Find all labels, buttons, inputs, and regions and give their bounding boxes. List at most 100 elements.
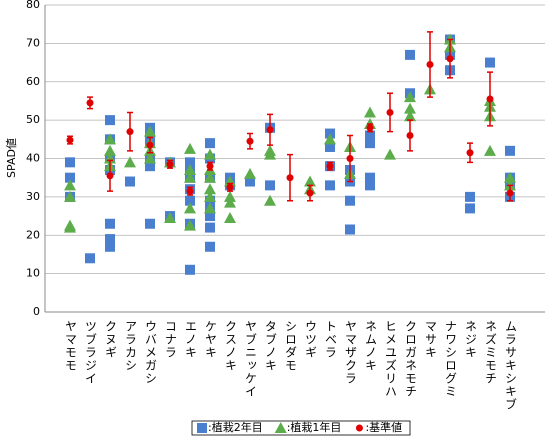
x-tick-label: アラカシ xyxy=(124,320,138,372)
x-tick-label: ネジキ xyxy=(464,320,478,359)
point xyxy=(104,133,116,145)
x-tick-label: ムラサキシキブ xyxy=(504,320,518,411)
point xyxy=(365,138,375,149)
x-tick-label: シロダモ xyxy=(284,320,298,372)
point xyxy=(206,162,214,170)
point xyxy=(264,148,276,160)
point xyxy=(124,156,136,168)
point xyxy=(364,106,376,118)
x-tick-label: トベラ xyxy=(324,320,338,359)
point xyxy=(446,55,454,63)
point xyxy=(405,49,415,60)
point xyxy=(205,138,215,149)
point xyxy=(125,176,135,187)
point xyxy=(365,172,375,183)
point xyxy=(426,60,434,68)
point xyxy=(205,211,215,222)
point xyxy=(145,161,155,172)
point xyxy=(204,171,216,183)
point xyxy=(186,187,194,195)
point xyxy=(185,264,195,275)
point xyxy=(66,136,74,144)
x-tick-label: ネムノキ xyxy=(364,320,378,372)
point xyxy=(404,110,416,122)
point xyxy=(224,211,236,223)
point xyxy=(185,195,195,206)
legend-label: :植栽1年目 xyxy=(287,420,342,434)
point xyxy=(145,218,155,229)
legend-marker xyxy=(197,423,207,433)
point xyxy=(104,144,116,156)
point xyxy=(246,137,254,145)
y-tick-label: 0 xyxy=(33,305,40,318)
point xyxy=(105,234,115,245)
point xyxy=(105,115,115,126)
y-tick-label: 10 xyxy=(26,267,40,280)
point xyxy=(325,180,335,191)
x-tick-label: クロガネモチ xyxy=(404,320,418,398)
point xyxy=(106,172,114,180)
point xyxy=(245,176,255,187)
point xyxy=(365,180,375,191)
point xyxy=(504,171,516,183)
point xyxy=(164,211,176,223)
point xyxy=(304,175,316,187)
point xyxy=(105,218,115,229)
legend-label: :植栽2年目 xyxy=(208,420,263,434)
x-tick-label: ウバメガシ xyxy=(144,320,158,385)
point xyxy=(204,202,216,214)
point xyxy=(306,189,314,197)
x-tick-label: マサキ xyxy=(424,320,438,359)
x-tick-label: ツブラジイ xyxy=(84,320,98,385)
x-tick-label: ケヤキ xyxy=(204,320,218,359)
point xyxy=(226,183,234,191)
point xyxy=(146,141,154,149)
point xyxy=(204,148,216,160)
point xyxy=(85,253,95,264)
point xyxy=(105,241,115,252)
legend-marker xyxy=(274,422,287,433)
point xyxy=(404,102,416,114)
point xyxy=(485,57,495,68)
point xyxy=(324,133,336,145)
point xyxy=(184,164,196,176)
y-tick-label: 20 xyxy=(26,228,40,241)
legend-box xyxy=(191,420,411,436)
point xyxy=(64,190,76,202)
point xyxy=(185,157,195,168)
y-tick-label: 80 xyxy=(26,0,40,11)
point xyxy=(184,219,196,231)
point xyxy=(144,152,156,164)
point xyxy=(366,124,374,132)
x-tick-label: クスノキ xyxy=(224,320,238,372)
point xyxy=(265,180,275,191)
x-tick-label: エノキ xyxy=(184,320,198,359)
point xyxy=(465,191,475,202)
point xyxy=(466,149,474,157)
x-tick-label: ヒメユズリハ xyxy=(384,320,398,398)
legend-label: :基準値 xyxy=(365,420,402,434)
point xyxy=(486,95,494,103)
point xyxy=(184,142,196,154)
point xyxy=(224,190,236,202)
point xyxy=(465,203,475,214)
x-tick-label: ネズミモチ xyxy=(484,320,498,385)
point xyxy=(86,99,94,107)
point xyxy=(346,155,354,162)
point xyxy=(384,148,396,160)
point xyxy=(286,174,294,182)
point xyxy=(406,131,414,139)
point xyxy=(266,126,274,134)
point xyxy=(65,172,75,183)
point xyxy=(184,171,196,183)
x-tick-label: タブノキ xyxy=(264,320,278,372)
x-tick-label: ウツギ xyxy=(304,320,318,359)
point xyxy=(126,128,134,136)
point xyxy=(144,125,156,137)
x-tick-label: コナラ xyxy=(164,320,178,359)
point xyxy=(205,222,215,233)
point xyxy=(244,167,256,179)
y-tick-label: 50 xyxy=(26,113,40,126)
point xyxy=(506,189,514,197)
